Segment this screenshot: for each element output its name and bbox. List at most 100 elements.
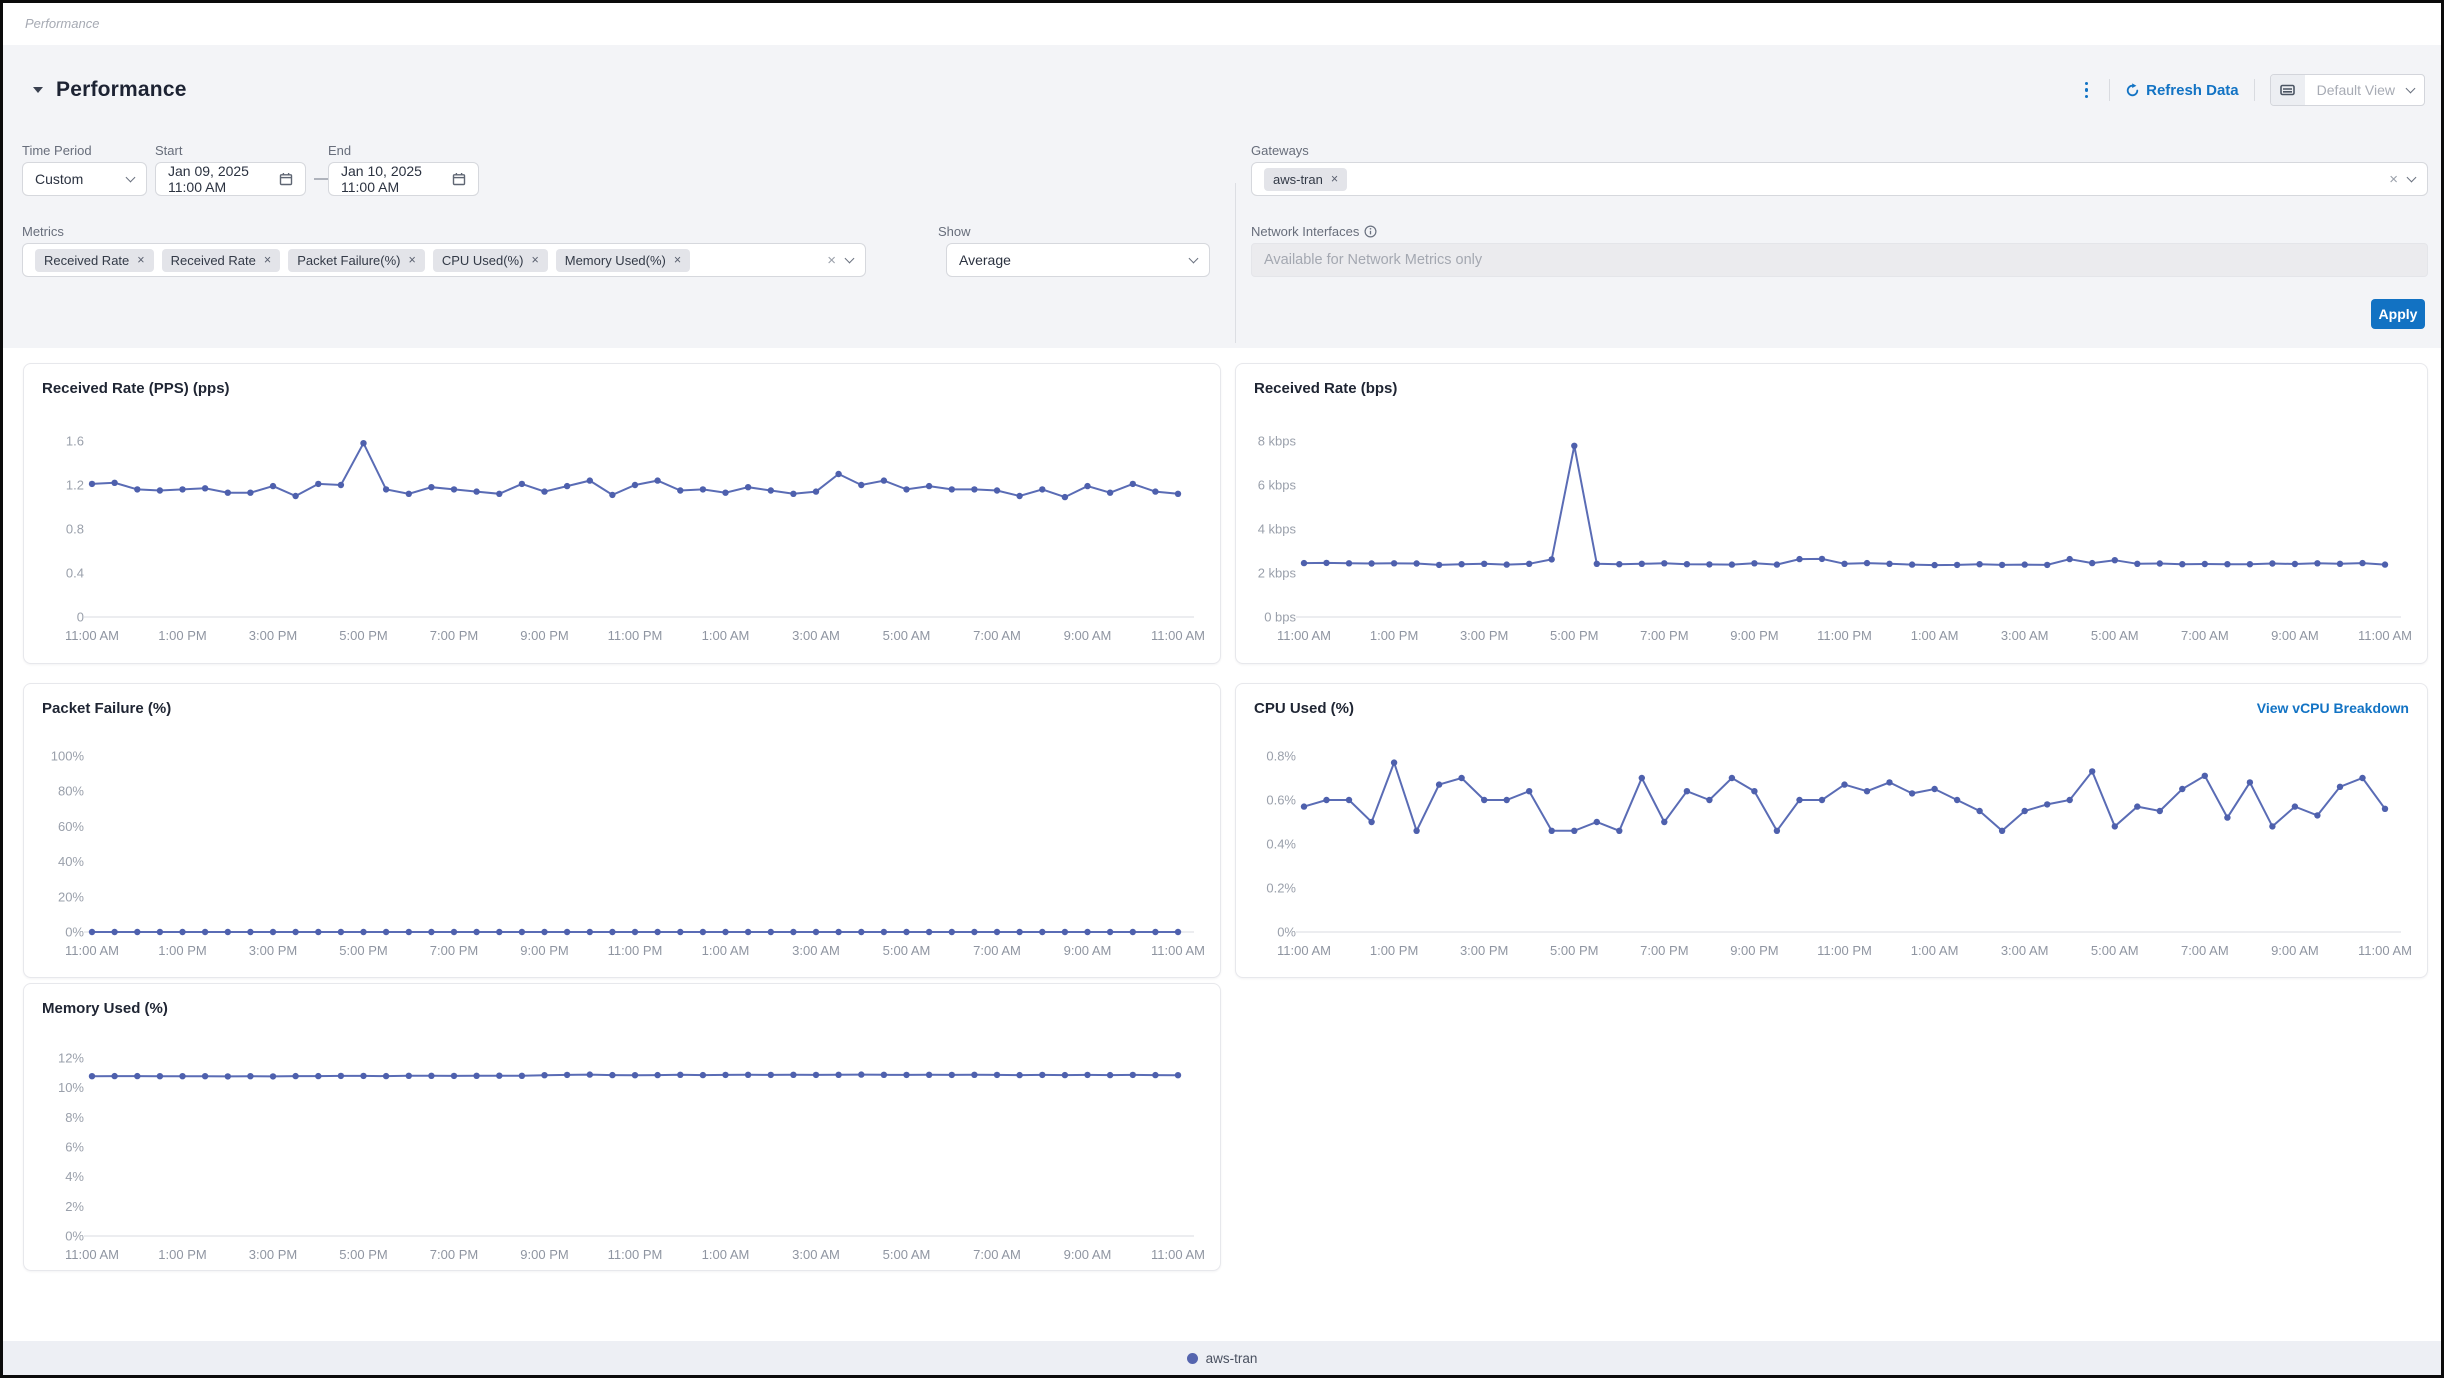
view-selector-value: Default View xyxy=(2305,82,2407,98)
chart-series-points xyxy=(89,929,1181,935)
chevron-down-icon xyxy=(2407,172,2417,182)
x-tick-label: 3:00 AM xyxy=(792,943,840,958)
x-tick-label: 7:00 AM xyxy=(2181,628,2229,643)
x-tick-label: 5:00 AM xyxy=(2091,628,2139,643)
chart-canvas[interactable]: 12%10%8%6%4%2%0%11:00 AM1:00 PM3:00 PM5:… xyxy=(24,984,1220,1270)
view-layout-icon xyxy=(2271,75,2305,105)
chart-canvas[interactable]: 100%80%60%40%20%0%11:00 AM1:00 PM3:00 PM… xyxy=(24,684,1220,977)
metric-chip[interactable]: Received Rate× xyxy=(162,249,281,272)
gateway-chip[interactable]: aws-tran× xyxy=(1264,168,1347,191)
x-tick-label: 3:00 PM xyxy=(249,943,297,958)
y-tick-label: 0% xyxy=(1277,925,1296,940)
x-tick-label: 5:00 AM xyxy=(883,628,931,643)
x-tick-label: 9:00 AM xyxy=(1064,1247,1112,1262)
x-tick-label: 1:00 PM xyxy=(158,943,206,958)
show-select[interactable]: Average xyxy=(946,243,1210,277)
chart-card-packet-failure: Packet Failure (%) 100%80%60%40%20%0%11:… xyxy=(23,683,1221,978)
chip-remove-icon[interactable]: × xyxy=(264,253,271,267)
x-tick-label: 3:00 AM xyxy=(2001,628,2049,643)
y-tick-label: 2% xyxy=(65,1199,84,1214)
y-tick-label: 60% xyxy=(58,819,84,834)
x-tick-label: 1:00 PM xyxy=(158,628,206,643)
chart-card-cpu-used: CPU Used (%) View vCPU Breakdown 0.8%0.6… xyxy=(1235,683,2428,978)
x-tick-label: 9:00 AM xyxy=(1064,628,1112,643)
apply-button[interactable]: Apply xyxy=(2371,299,2425,329)
x-tick-label: 7:00 PM xyxy=(430,628,478,643)
x-tick-label: 5:00 PM xyxy=(339,943,387,958)
info-icon[interactable] xyxy=(1364,225,1377,241)
divider xyxy=(2109,79,2110,101)
legend-label: aws-tran xyxy=(1206,1351,1258,1366)
start-datetime-input[interactable]: Jan 09, 2025 11:00 AM xyxy=(155,162,306,196)
time-period-select[interactable]: Custom xyxy=(22,162,147,196)
x-tick-label: 11:00 PM xyxy=(608,628,663,643)
x-tick-label: 1:00 PM xyxy=(1370,628,1418,643)
chart-series-points xyxy=(1301,443,2388,569)
legend-item[interactable]: aws-tran xyxy=(1187,1351,1258,1366)
metrics-label: Metrics xyxy=(22,224,64,239)
clear-icon[interactable]: × xyxy=(827,252,836,269)
page-title: Performance xyxy=(56,78,187,102)
chart-title: Received Rate (bps) xyxy=(1254,380,1397,397)
x-tick-label: 9:00 PM xyxy=(520,943,568,958)
collapse-caret-icon[interactable] xyxy=(33,87,43,93)
y-tick-label: 0% xyxy=(65,1229,84,1244)
chip-remove-icon[interactable]: × xyxy=(531,253,538,267)
filter-panel: Performance Refresh Data xyxy=(3,45,2441,348)
chart-title: Packet Failure (%) xyxy=(42,700,171,717)
network-interfaces-input: Available for Network Metrics only xyxy=(1251,243,2428,277)
kebab-menu-icon[interactable] xyxy=(2079,78,2095,103)
x-tick-label: 9:00 AM xyxy=(2271,628,2319,643)
calendar-icon xyxy=(452,172,466,186)
clear-icon[interactable]: × xyxy=(2389,171,2398,188)
view-selector[interactable]: Default View xyxy=(2270,74,2425,106)
chip-remove-icon[interactable]: × xyxy=(409,253,416,267)
x-tick-label: 9:00 PM xyxy=(1730,628,1778,643)
chart-card-memory-used: Memory Used (%) 12%10%8%6%4%2%0%11:00 AM… xyxy=(23,983,1221,1271)
x-tick-label: 9:00 PM xyxy=(520,628,568,643)
metric-chip[interactable]: Packet Failure(%)× xyxy=(288,249,425,272)
metric-chip[interactable]: Received Rate× xyxy=(35,249,154,272)
chart-canvas[interactable]: 0.8%0.6%0.4%0.2%0%11:00 AM1:00 PM3:00 PM… xyxy=(1236,684,2427,977)
metrics-multiselect[interactable]: Received Rate× Received Rate× Packet Failu… xyxy=(22,243,866,277)
x-tick-label: 1:00 AM xyxy=(702,628,750,643)
y-tick-label: 0 xyxy=(77,610,84,625)
x-tick-label: 3:00 PM xyxy=(249,1247,297,1262)
chip-remove-icon[interactable]: × xyxy=(1331,172,1338,186)
time-period-label: Time Period xyxy=(22,143,92,158)
chart-canvas[interactable]: 1.61.20.80.4011:00 AM1:00 PM3:00 PM5:00 … xyxy=(24,364,1220,663)
x-tick-label: 11:00 AM xyxy=(1151,1247,1205,1262)
y-tick-label: 6% xyxy=(65,1140,84,1155)
chip-remove-icon[interactable]: × xyxy=(137,253,144,267)
y-tick-label: 1.6 xyxy=(66,434,84,449)
chip-remove-icon[interactable]: × xyxy=(674,253,681,267)
metrics-chip-list: Received Rate× Received Rate× Packet Failu… xyxy=(35,249,827,272)
x-tick-label: 11:00 AM xyxy=(1277,943,1331,958)
chart-card-received-rate-pps: Received Rate (PPS) (pps) 1.61.20.80.401… xyxy=(23,363,1221,664)
x-tick-label: 11:00 PM xyxy=(1817,943,1872,958)
metric-chip[interactable]: CPU Used(%)× xyxy=(433,249,548,272)
start-label: Start xyxy=(155,143,182,158)
chart-series-line xyxy=(1304,763,2385,831)
chart-series-line xyxy=(1304,446,2385,565)
breadcrumb[interactable]: Performance xyxy=(25,16,99,31)
y-tick-label: 10% xyxy=(58,1080,84,1095)
chevron-down-icon xyxy=(845,253,855,263)
x-tick-label: 7:00 AM xyxy=(973,1247,1021,1262)
x-tick-label: 5:00 PM xyxy=(1550,628,1598,643)
view-vcpu-breakdown-link[interactable]: View vCPU Breakdown xyxy=(2257,700,2409,716)
chart-canvas[interactable]: 8 kbps6 kbps4 kbps2 kbps0 bps11:00 AM1:0… xyxy=(1236,364,2427,663)
metric-chip[interactable]: Memory Used(%)× xyxy=(556,249,690,272)
end-datetime-input[interactable]: Jan 10, 2025 11:00 AM xyxy=(328,162,479,196)
x-tick-label: 7:00 AM xyxy=(2181,943,2229,958)
x-tick-label: 11:00 AM xyxy=(2358,943,2412,958)
refresh-data-button[interactable]: Refresh Data xyxy=(2125,82,2239,99)
gateways-multiselect[interactable]: aws-tran× × xyxy=(1251,162,2428,196)
legend-bar: aws-tran xyxy=(3,1341,2441,1375)
x-tick-label: 1:00 AM xyxy=(702,943,750,958)
y-tick-label: 0 bps xyxy=(1264,610,1296,625)
x-tick-label: 11:00 PM xyxy=(608,943,663,958)
x-tick-label: 5:00 PM xyxy=(339,628,387,643)
y-tick-label: 0.4 xyxy=(66,566,84,581)
x-tick-label: 11:00 AM xyxy=(65,943,119,958)
